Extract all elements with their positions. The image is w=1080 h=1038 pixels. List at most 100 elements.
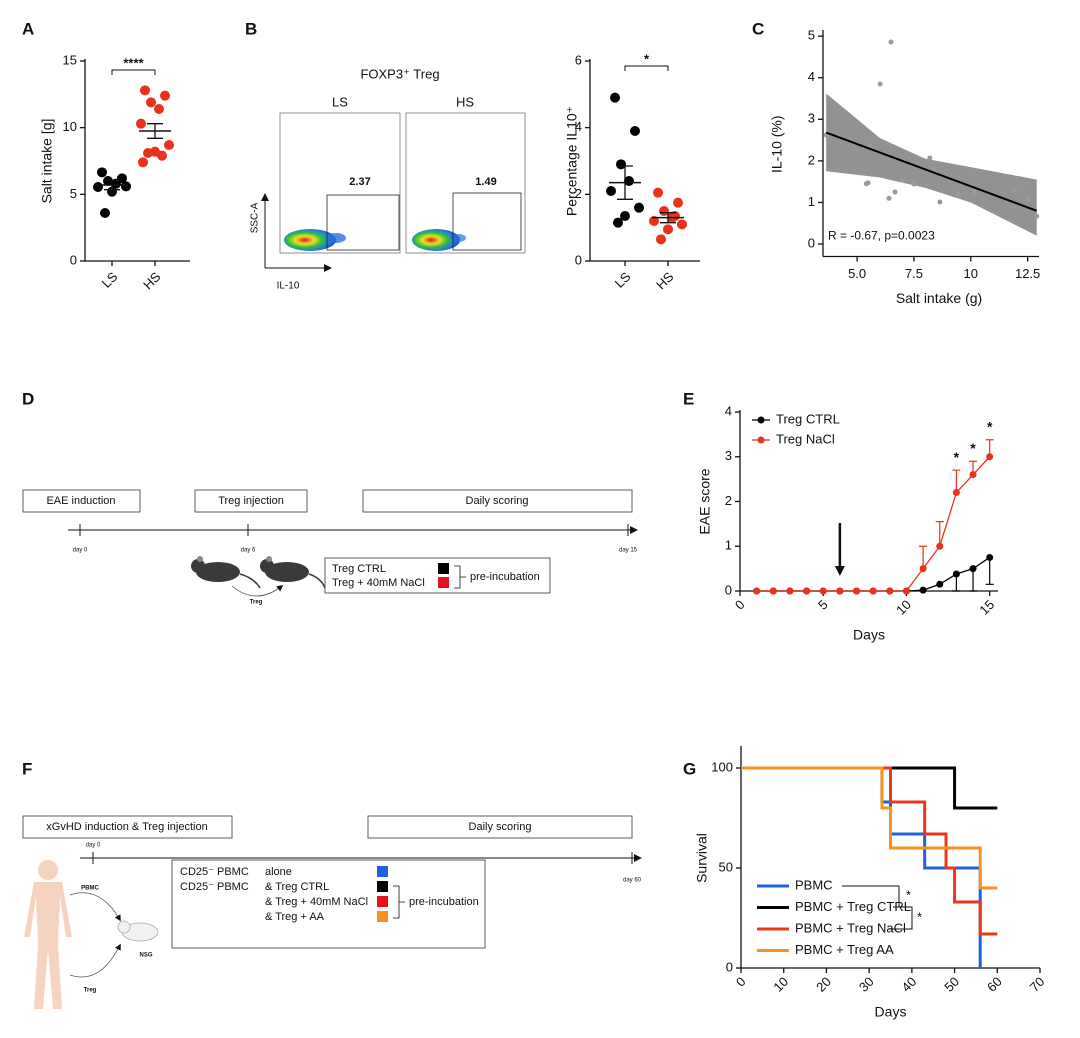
- x-axis-label: Salt intake (g): [896, 290, 982, 306]
- point: [616, 159, 626, 170]
- point: [653, 187, 663, 198]
- point: [900, 177, 906, 183]
- transfer-arrow: [231, 585, 284, 597]
- point: [673, 197, 683, 208]
- legend-box: [171, 859, 486, 949]
- recipient-label: NSG: [139, 953, 152, 959]
- point: [972, 189, 978, 195]
- protocol-d: EAE induction Treg injection Daily scori…: [22, 489, 638, 606]
- point: [103, 176, 113, 186]
- step-box: [367, 815, 633, 839]
- flow-density: [412, 229, 460, 251]
- x-tick-label: HS: [653, 269, 677, 293]
- point: [892, 189, 898, 195]
- point: [634, 202, 644, 213]
- flow-axis-label: IL-10: [277, 281, 300, 292]
- significance-label: *: [644, 51, 650, 66]
- transfer-arrow: [69, 943, 121, 978]
- point: [769, 587, 777, 595]
- y-axis-label: EAE score: [697, 468, 713, 534]
- error-bar: [935, 521, 944, 547]
- y-tick-label: 10: [63, 119, 77, 134]
- day-label: day 15: [619, 548, 638, 554]
- point: [1034, 213, 1040, 219]
- point: [677, 219, 687, 230]
- y-axis-label: Survival: [694, 833, 710, 883]
- y-tick-label: 0: [808, 235, 815, 250]
- legend-label: Treg NaCl: [776, 431, 835, 446]
- y-axis-label: Percentage IL10⁺: [564, 106, 580, 216]
- confidence-band: [826, 93, 1037, 236]
- flow-gate: [452, 192, 522, 251]
- legend-label: PBMC + Treg NaCl: [795, 920, 906, 935]
- survival-curve: [741, 766, 982, 968]
- point: [886, 587, 894, 595]
- point: [93, 182, 103, 192]
- error-bar: [969, 568, 978, 592]
- panel-label: G: [683, 759, 696, 778]
- y-tick-label: 2: [808, 152, 815, 167]
- x-tick-label: 10: [770, 974, 791, 995]
- point: [902, 587, 910, 595]
- gate-value: 1.49: [475, 176, 496, 188]
- legend-swatch: [377, 881, 388, 892]
- legend-swatch: [438, 563, 449, 574]
- legend-label: Treg CTRL: [776, 411, 840, 426]
- y-tick-label: 5: [70, 186, 77, 201]
- bracket: [393, 885, 405, 919]
- legend-label: Treg + 40mM NaCl: [332, 577, 425, 589]
- y-tick-label: 0: [70, 252, 77, 267]
- survival-curve: [741, 766, 998, 810]
- day-label: day 0: [86, 843, 101, 849]
- point: [157, 150, 167, 161]
- y-tick-label: 0: [575, 252, 582, 267]
- step-box: [362, 489, 633, 513]
- gate-value: 2.37: [349, 176, 370, 188]
- point: [888, 39, 894, 45]
- error-bar: [985, 557, 994, 585]
- significance-bracket: [624, 65, 669, 71]
- flow-axis-label: SSC-A: [250, 202, 261, 233]
- legend-marker: [757, 436, 765, 444]
- x-axis-label: Days: [853, 627, 885, 643]
- y-tick-label: 15: [63, 52, 77, 67]
- mouse-icon: [191, 556, 326, 589]
- point: [630, 126, 640, 136]
- legend-swatch: [438, 577, 449, 588]
- legend-label: alone: [265, 866, 292, 878]
- point: [136, 118, 146, 129]
- legend-label: PBMC + Treg CTRL: [795, 899, 911, 914]
- point: [160, 90, 170, 101]
- annotation: R = -0.67, p=0.0023: [828, 229, 935, 243]
- point: [649, 216, 659, 226]
- y-tick-label: 3: [808, 111, 815, 126]
- point: [919, 586, 927, 594]
- flow-density: [326, 233, 346, 243]
- panel-label: A: [22, 19, 34, 38]
- point: [143, 148, 153, 158]
- mouse-icon: [117, 920, 159, 942]
- y-tick-label: 2: [575, 186, 582, 201]
- x-tick-label: 15: [976, 597, 997, 618]
- sem-bar: [147, 123, 163, 139]
- x-tick-label: LS: [612, 269, 634, 291]
- flow-frame: [405, 112, 526, 254]
- legend-label: CD25⁻ PBMC: [180, 881, 249, 893]
- point: [819, 587, 827, 595]
- point: [877, 81, 883, 87]
- significance-bracket: [842, 885, 900, 908]
- x-tick-label: 5.0: [848, 266, 866, 281]
- point: [620, 211, 630, 221]
- x-tick-label: 10: [964, 266, 978, 281]
- point: [164, 140, 174, 150]
- x-tick-label: LS: [99, 269, 121, 291]
- point: [154, 104, 164, 114]
- bracket-label: pre-incubation: [470, 571, 540, 583]
- point: [986, 553, 994, 561]
- error-bar: [919, 545, 928, 569]
- legend-label: & Treg CTRL: [265, 881, 329, 893]
- y-tick-label: 4: [725, 403, 732, 418]
- step-box: [194, 489, 308, 513]
- survival-curve: [741, 766, 998, 936]
- x-tick-label: 0: [733, 974, 749, 990]
